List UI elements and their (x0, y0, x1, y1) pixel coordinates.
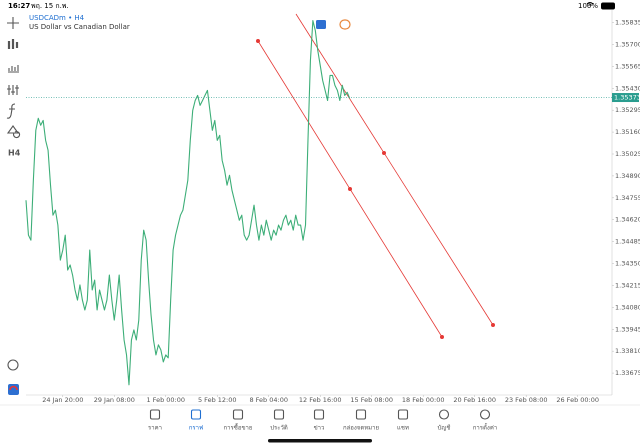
x-tick-label: 18 Feb 00:00 (402, 396, 445, 404)
y-tick-label: 1.34755 (615, 194, 640, 202)
y-tick-label: 1.34080 (615, 303, 640, 311)
wifi-icon (586, 2, 594, 6)
x-tick-label: 24 Jan 20:00 (42, 396, 83, 404)
tab-icon[interactable] (190, 409, 202, 420)
y-tick-label: 1.33810 (615, 347, 640, 355)
shapes-tool[interactable] (6, 125, 21, 139)
tab-label[interactable]: กล่องจดหมาย (343, 425, 379, 432)
home-indicator (268, 439, 372, 443)
status-date: พฤ. 15 ก.พ. (31, 2, 69, 10)
x-tick-label: 29 Jan 08:00 (94, 396, 135, 404)
indicators-tool[interactable] (8, 65, 19, 73)
trend-handle[interactable] (490, 322, 495, 327)
tab-icon[interactable] (273, 409, 285, 420)
tab-bar: ราคา กราฟ การซื้อขาย ประวัติ ข่าว กล่องจดหมาย… (148, 409, 497, 432)
tab-icon[interactable] (397, 409, 409, 420)
tab-label[interactable]: ประวัติ (270, 425, 288, 432)
current-price-tag (612, 93, 639, 103)
tab-icon[interactable] (438, 409, 450, 420)
trend-handle[interactable] (347, 186, 352, 191)
left-toolbar (6, 17, 21, 371)
y-tick-label: 1.34350 (615, 260, 640, 268)
tab-label[interactable]: ข่าว (314, 425, 325, 432)
x-tick-label: 20 Feb 16:00 (453, 396, 496, 404)
battery-icon (601, 2, 615, 10)
tab-icon[interactable] (232, 409, 244, 420)
x-tick-label: 12 Feb 16:00 (299, 396, 342, 404)
function-tool[interactable] (6, 103, 16, 119)
y-tick-label: 1.34485 (615, 238, 640, 246)
y-tick-label: 1.34620 (615, 216, 640, 224)
x-tick-label: 23 Feb 08:00 (505, 396, 548, 404)
y-tick-label: 1.33945 (615, 325, 640, 333)
trend-handle[interactable] (439, 334, 444, 339)
y-tick-label: 1.35835 (615, 19, 640, 27)
y-tick-label: 1.35025 (615, 150, 640, 158)
y-tick-label: 1.33675 (615, 369, 640, 377)
tab-label[interactable]: กราฟ (189, 425, 203, 432)
price-line (25, 20, 351, 386)
tab-icon[interactable] (479, 409, 491, 420)
x-tick-label: 15 Feb 08:00 (350, 396, 393, 404)
app-icon-mark (9, 385, 18, 391)
y-tick-label: 1.34890 (615, 172, 640, 180)
y-tick-label: 1.35295 (615, 106, 640, 114)
symbol-description: US Dollar vs Canadian Dollar (29, 23, 130, 31)
y-tick-label: 1.35160 (615, 128, 640, 136)
x-tick-label: 8 Feb 04:00 (249, 396, 288, 404)
trend-line[interactable] (295, 13, 494, 326)
symbol-name[interactable]: USDCADm • H4 (29, 14, 85, 22)
y-tick-label: 1.35700 (615, 40, 640, 48)
timeframe-button[interactable]: H4 (8, 149, 21, 158)
crosshair-tool[interactable] (7, 17, 19, 29)
x-tick-label: 1 Feb 00:00 (146, 396, 185, 404)
chart-type-tool[interactable] (7, 39, 19, 49)
x-tick-label: 5 Feb 12:00 (198, 396, 237, 404)
event-marker[interactable] (339, 19, 351, 30)
x-tick-label: 26 Feb 00:00 (556, 396, 599, 404)
tab-label[interactable]: บัญชี (438, 424, 451, 432)
tab-icon[interactable] (149, 409, 161, 420)
trend-channel[interactable] (255, 13, 495, 339)
y-tick-label: 1.35565 (615, 62, 640, 70)
tab-icon[interactable] (313, 409, 325, 420)
tab-label[interactable]: แชท (397, 425, 409, 432)
objects-tool[interactable] (7, 85, 19, 95)
tab-label[interactable]: การซื้อขาย (224, 422, 253, 432)
status-battery: 100% (578, 2, 598, 10)
trend-handle[interactable] (255, 39, 260, 44)
current-price-label: 1.35373 (614, 94, 640, 102)
tab-label[interactable]: ราคา (148, 425, 162, 432)
trade-marker[interactable] (316, 20, 326, 29)
y-tick-label: 1.35430 (615, 84, 640, 92)
tab-label[interactable]: การตั้งค่า (473, 422, 497, 432)
search-tool[interactable] (7, 359, 19, 371)
status-time: 16:27 (8, 2, 30, 10)
tab-icon[interactable] (355, 409, 367, 420)
trend-handle[interactable] (381, 150, 386, 155)
y-tick-label: 1.34215 (615, 281, 640, 289)
